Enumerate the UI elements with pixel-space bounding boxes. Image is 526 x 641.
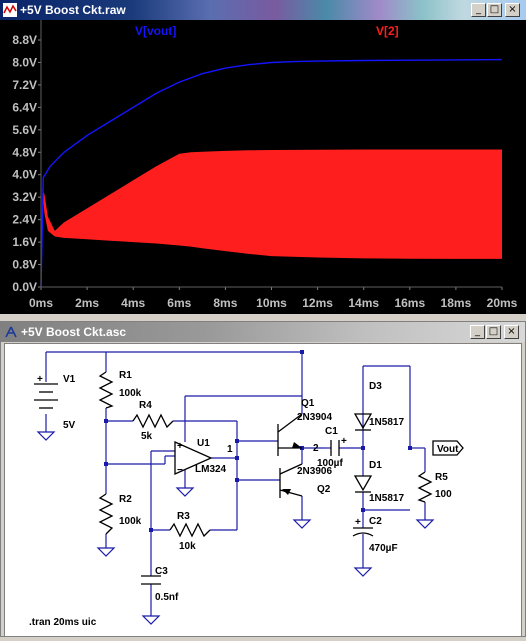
simulation-directive[interactable]: .tran 20ms uic bbox=[29, 617, 97, 628]
d3-label: D3 bbox=[369, 381, 382, 392]
schematic-minimize-button[interactable]: _ bbox=[470, 325, 485, 339]
plot-titlebar[interactable]: +5V Boost Ckt.raw _ □ × bbox=[0, 0, 526, 20]
schematic-titlebar[interactable]: +5V Boost Ckt.asc _ □ × bbox=[1, 322, 525, 342]
x-tick-label: 0ms bbox=[29, 296, 53, 310]
y-tick-label: 4.8V bbox=[12, 145, 37, 159]
legend-v2: V[2] bbox=[376, 24, 399, 38]
q1-emitter-arrow bbox=[292, 442, 302, 448]
y-tick-label: 8.8V bbox=[12, 33, 37, 47]
u1-plus: + bbox=[177, 441, 183, 452]
plot-window-title: +5V Boost Ckt.raw bbox=[20, 3, 126, 17]
r1-label: R1 bbox=[119, 370, 132, 381]
r1-value: 100k bbox=[119, 388, 142, 399]
x-tick-label: 18ms bbox=[441, 296, 472, 310]
y-tick-label: 7.2V bbox=[12, 78, 37, 92]
x-tick-label: 16ms bbox=[394, 296, 425, 310]
schematic-components bbox=[34, 371, 464, 585]
c2-label: C2 bbox=[369, 516, 382, 527]
schematic-drawing: V1 5V + R1 100k R2 100k R4 5k R3 10k U1 … bbox=[29, 350, 464, 628]
schematic-canvas[interactable]: V1 5V + R1 100k R2 100k R4 5k R3 10k U1 … bbox=[4, 343, 522, 637]
legend-vout: V[vout] bbox=[135, 24, 176, 38]
v1-label: V1 bbox=[63, 374, 76, 385]
plot-window: +5V Boost Ckt.raw _ □ × 0.0V 0.8V 1.6V 2.4V… bbox=[0, 0, 526, 316]
u1-label: U1 bbox=[197, 438, 210, 449]
u1-value: LM324 bbox=[195, 464, 227, 475]
ground-symbols bbox=[36, 428, 435, 625]
v1-plus: + bbox=[37, 374, 43, 385]
schematic-wires bbox=[45, 351, 426, 612]
r4-value: 5k bbox=[141, 431, 153, 442]
d1-label: D1 bbox=[369, 460, 382, 471]
u1-pin: 1 bbox=[227, 444, 233, 455]
r3-label: R3 bbox=[177, 511, 190, 522]
y-tick-label: 0.8V bbox=[12, 258, 37, 272]
c1-label: C1 bbox=[325, 426, 338, 437]
c1-value: 100µf bbox=[317, 458, 343, 469]
r2-label: R2 bbox=[119, 494, 132, 505]
x-tick-label: 20ms bbox=[487, 296, 518, 310]
c3-label: C3 bbox=[155, 566, 168, 577]
maximize-button[interactable]: □ bbox=[487, 3, 502, 17]
schematic-icon bbox=[5, 326, 17, 338]
d3-value: 1N5817 bbox=[369, 417, 404, 428]
x-tick-label: 14ms bbox=[348, 296, 379, 310]
schematic-maximize-button[interactable]: □ bbox=[486, 325, 501, 339]
d1-value: 1N5817 bbox=[369, 493, 404, 504]
y-tick-label: 1.6V bbox=[12, 235, 37, 249]
c3-value: 0.5nf bbox=[155, 592, 179, 603]
y-tick-label: 3.2V bbox=[12, 190, 37, 204]
y-tick-label: 4.0V bbox=[12, 168, 37, 182]
waveform-chart: 0.0V 0.8V 1.6V 2.4V 3.2V 4.0V 4.8V 5.6V 6.4V 7.2V… bbox=[0, 20, 526, 314]
q1-value: 2N3904 bbox=[297, 412, 332, 423]
r5-value: 100 bbox=[435, 489, 452, 500]
vout-flag-label: Vout bbox=[437, 444, 459, 455]
close-button[interactable]: × bbox=[505, 3, 520, 17]
v2-trace bbox=[41, 149, 502, 279]
y-tick-label: 2.4V bbox=[12, 213, 37, 227]
x-tick-label: 6ms bbox=[167, 296, 191, 310]
x-tick-label: 4ms bbox=[121, 296, 145, 310]
waveform-plot[interactable]: 0.0V 0.8V 1.6V 2.4V 3.2V 4.0V 4.8V 5.6V 6.4V 7.2V… bbox=[0, 20, 526, 314]
schematic-close-button[interactable]: × bbox=[504, 325, 519, 339]
y-tick-label: 6.4V bbox=[12, 100, 37, 114]
waveform-icon bbox=[3, 3, 17, 17]
c1-plus: + bbox=[341, 436, 347, 447]
c2-plus: + bbox=[355, 517, 361, 528]
q2-value: 2N3906 bbox=[297, 466, 332, 477]
r5-label: R5 bbox=[435, 472, 448, 483]
node-2-label: 2 bbox=[313, 443, 319, 454]
r4-label: R4 bbox=[139, 400, 152, 411]
q1-label: Q1 bbox=[301, 398, 315, 409]
x-tick-label: 2ms bbox=[75, 296, 99, 310]
y-tick-label: 0.0V bbox=[12, 280, 37, 294]
v1-value: 5V bbox=[63, 420, 76, 431]
schematic-window-title: +5V Boost Ckt.asc bbox=[21, 325, 127, 339]
x-tick-label: 10ms bbox=[256, 296, 287, 310]
y-tick-label: 5.6V bbox=[12, 123, 37, 137]
q2-emitter-arrow bbox=[282, 489, 291, 495]
y-tick-label: 8.0V bbox=[12, 55, 37, 69]
c2-value: 470µF bbox=[369, 543, 398, 554]
vout-trace bbox=[40, 58, 503, 288]
u1-minus: − bbox=[177, 465, 183, 476]
minimize-button[interactable]: _ bbox=[471, 3, 486, 17]
x-tick-label: 12ms bbox=[302, 296, 333, 310]
r2-value: 100k bbox=[119, 516, 142, 527]
r3-value: 10k bbox=[179, 541, 196, 552]
q2-label: Q2 bbox=[317, 484, 331, 495]
x-tick-label: 8ms bbox=[213, 296, 237, 310]
